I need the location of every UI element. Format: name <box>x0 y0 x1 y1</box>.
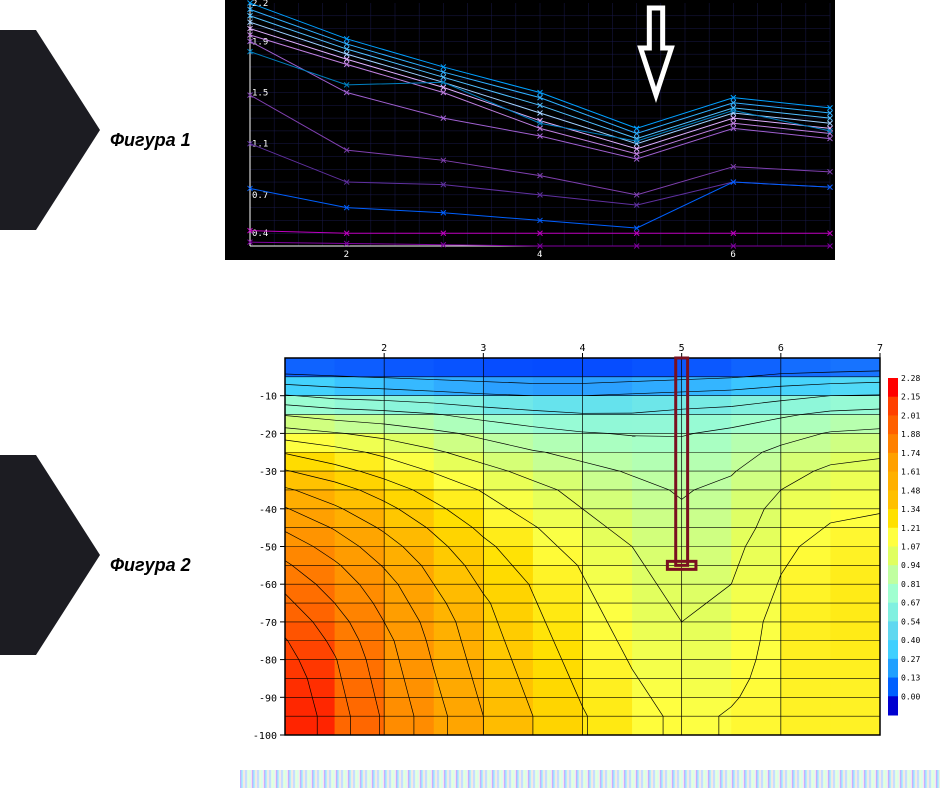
svg-text:1.07: 1.07 <box>901 543 920 552</box>
svg-text:4: 4 <box>580 343 586 354</box>
svg-text:-60: -60 <box>259 580 277 591</box>
svg-text:7: 7 <box>877 343 883 354</box>
svg-text:5: 5 <box>679 343 685 354</box>
svg-text:1.61: 1.61 <box>901 468 920 477</box>
svg-text:6: 6 <box>778 343 784 354</box>
svg-text:0.13: 0.13 <box>901 674 920 683</box>
svg-text:-70: -70 <box>259 618 277 629</box>
svg-text:2.01: 2.01 <box>901 411 920 420</box>
svg-text:0.94: 0.94 <box>901 561 920 570</box>
chart2-heatmap: 2 3 4 5 6 7 -10 -20 -30 -40 -50 -60 -70 -80 -90 -100 2.2… <box>240 340 940 740</box>
svg-text:0.54: 0.54 <box>901 617 920 626</box>
svg-text:1.34: 1.34 <box>901 505 920 514</box>
svg-text:1.48: 1.48 <box>901 486 920 495</box>
svg-text:2.28: 2.28 <box>901 374 920 383</box>
svg-text:-30: -30 <box>259 467 277 478</box>
svg-text:0.00: 0.00 <box>901 692 920 701</box>
svg-text:2: 2 <box>344 250 349 260</box>
svg-text:1.74: 1.74 <box>901 449 920 458</box>
svg-text:2: 2 <box>381 343 387 354</box>
svg-text:1.88: 1.88 <box>901 430 920 439</box>
chart2-svg: 2 3 4 5 6 7 -10 -20 -30 -40 -50 -60 -70 -80 -90 -100 2.2… <box>240 340 940 740</box>
figure2-label: Фигура 2 <box>110 555 191 576</box>
svg-text:-20: -20 <box>259 429 277 440</box>
svg-text:1.5: 1.5 <box>252 89 268 99</box>
svg-text:3: 3 <box>480 343 486 354</box>
svg-text:4: 4 <box>537 250 542 260</box>
chart1-svg: 0.40.71.11.51.92.2246 <box>225 0 835 260</box>
svg-text:0.81: 0.81 <box>901 580 920 589</box>
noise-strip <box>240 770 940 788</box>
svg-text:1.9: 1.9 <box>252 37 268 47</box>
figure1-label: Фигура 1 <box>110 130 191 151</box>
svg-text:0.40: 0.40 <box>901 636 920 645</box>
chart1-line-plot: 0.40.71.11.51.92.2246 <box>225 0 835 260</box>
svg-text:-90: -90 <box>259 693 277 704</box>
svg-text:-50: -50 <box>259 543 277 554</box>
figure2-badge <box>0 455 100 655</box>
svg-text:-10: -10 <box>259 392 277 403</box>
figure1-badge <box>0 30 100 230</box>
svg-text:0.7: 0.7 <box>252 191 268 201</box>
svg-text:2.15: 2.15 <box>901 393 920 402</box>
svg-text:6: 6 <box>730 250 735 260</box>
svg-text:-40: -40 <box>259 505 277 516</box>
svg-text:-100: -100 <box>253 731 277 740</box>
svg-text:0.67: 0.67 <box>901 599 920 608</box>
svg-text:0.27: 0.27 <box>901 655 920 664</box>
svg-text:1.21: 1.21 <box>901 524 920 533</box>
svg-text:-80: -80 <box>259 656 277 667</box>
